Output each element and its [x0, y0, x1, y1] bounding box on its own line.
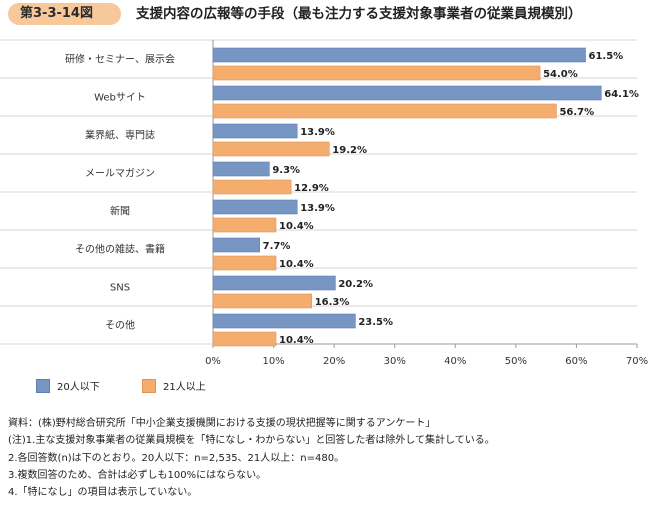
- note-1: (注)1.主な支援対象事業者の従業員規模を「特になし・わからない」と回答した者は…: [8, 435, 495, 447]
- bar-series-2: [212, 217, 277, 233]
- bar-series-1: [212, 161, 270, 177]
- data-label: 61.5%: [589, 51, 624, 62]
- x-tick-label: 0%: [205, 356, 221, 367]
- data-label: 56.7%: [559, 107, 594, 118]
- data-label: 7.7%: [263, 241, 291, 252]
- data-label: 64.1%: [604, 89, 639, 100]
- data-label: 10.4%: [279, 335, 314, 346]
- category-label: 業界紙、専門誌: [85, 129, 155, 142]
- data-label: 13.9%: [300, 203, 335, 214]
- note-3: 3.複数回答のため、合計は必ずしも100%にはならない。: [8, 469, 267, 481]
- data-label: 16.3%: [315, 297, 350, 308]
- category-label: Webサイト: [94, 92, 146, 104]
- category-label: 新聞: [110, 205, 130, 218]
- bar-series-1: [212, 237, 260, 253]
- category-label: メールマガジン: [85, 168, 155, 180]
- data-label: 9.3%: [272, 165, 300, 176]
- data-label: 54.0%: [543, 69, 578, 80]
- legend-item-series-1: 20人以下: [36, 378, 100, 393]
- source-note: 資料：(株)野村総合研究所「中小企業支援機関における支援の現状把握等に関するアン…: [8, 418, 436, 429]
- bar-series-1: [212, 47, 586, 63]
- data-label: 20.2%: [338, 279, 373, 290]
- data-label: 23.5%: [358, 317, 393, 328]
- legend-label-series-1: 20人以下: [57, 382, 100, 393]
- data-label: 13.9%: [300, 127, 335, 138]
- bar-series-2: [212, 141, 330, 157]
- legend-swatch-series-2: [142, 378, 156, 393]
- chart-legend: 20人以下 21人以上: [0, 378, 663, 398]
- category-label: SNS: [110, 283, 130, 294]
- bar-series-2: [212, 255, 277, 271]
- bar-series-2: [212, 65, 541, 81]
- data-label: 19.2%: [332, 145, 367, 156]
- x-tick-label: 70%: [626, 356, 648, 367]
- bar-series-2: [212, 331, 277, 347]
- category-label: その他: [105, 319, 135, 332]
- category-label: その他の雑誌、書籍: [75, 243, 165, 256]
- data-label: 10.4%: [279, 259, 314, 270]
- x-tick-label: 50%: [505, 356, 527, 367]
- x-tick-label: 40%: [444, 356, 466, 367]
- figure-title: 支援内容の広報等の手段（最も注力する支援対象事業者の従業員規模別）: [136, 6, 582, 22]
- figure-header: 第3-3-14図 支援内容の広報等の手段（最も注力する支援対象事業者の従業員規模…: [0, 0, 663, 30]
- category-label: 研修・セミナー、展示会: [65, 53, 175, 66]
- x-tick-label: 30%: [384, 356, 406, 367]
- note-2: 2.各回答数(n)は下のとおり。20人以下：n=2,535、21人以上：n=48…: [8, 452, 345, 464]
- x-tick-label: 10%: [262, 356, 284, 367]
- bar-series-1: [212, 85, 602, 101]
- note-4: 4.「特になし」の項目は表示していない。: [8, 487, 198, 499]
- bar-series-1: [212, 275, 336, 291]
- bar-series-1: [212, 123, 298, 139]
- legend-item-series-2: 21人以上: [142, 378, 206, 393]
- bar-series-1: [212, 199, 298, 215]
- bar-series-2: [212, 293, 313, 309]
- figure-notes: 資料：(株)野村総合研究所「中小企業支援機関における支援の現状把握等に関するアン…: [8, 415, 658, 501]
- bar-series-2: [212, 179, 292, 195]
- bar-chart: 0% 10% 20% 30% 40% 50% 60% 70% 研修・セミナー、展示会 61.5% 5…: [0, 39, 648, 367]
- data-label: 10.4%: [279, 221, 314, 232]
- bar-series-2: [212, 103, 557, 119]
- legend-label-series-2: 21人以上: [163, 382, 206, 393]
- bar-series-1: [212, 313, 356, 329]
- x-tick-label: 60%: [565, 356, 587, 367]
- x-tick-label: 20%: [323, 356, 345, 367]
- figure-number-badge: 第3-3-14図: [8, 3, 121, 25]
- data-label: 12.9%: [294, 183, 329, 194]
- legend-swatch-series-1: [36, 378, 50, 393]
